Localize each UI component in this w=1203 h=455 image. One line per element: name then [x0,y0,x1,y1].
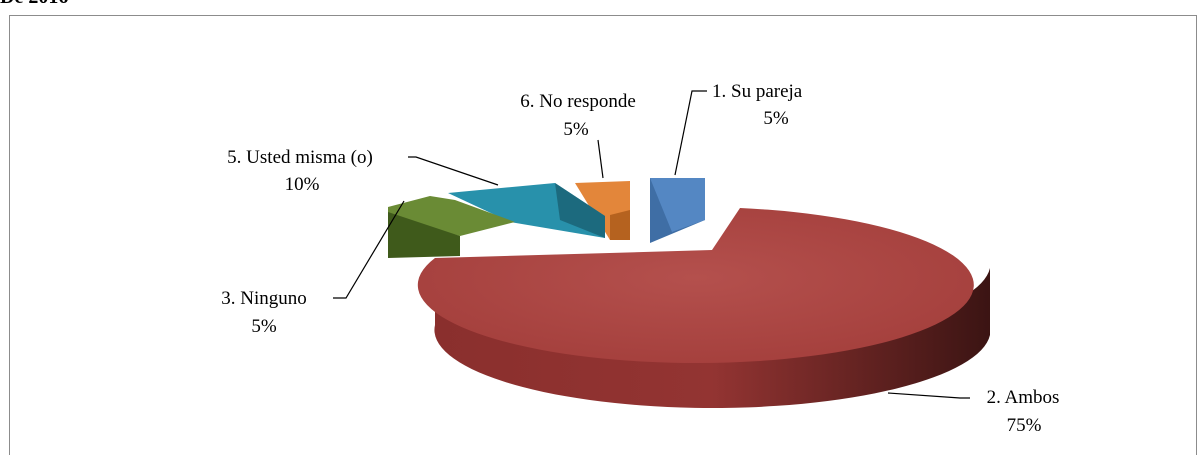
label-ninguno-name: 3. Ninguno [221,288,307,309]
slice-usted-misma [448,183,605,238]
label-ambos-name: 2. Ambos [987,387,1060,408]
label-no-responde-pct: 5% [563,119,589,140]
header-text: De 2016 [0,0,68,9]
label-ninguno-pct: 5% [251,316,277,337]
label-no-responde-name: 6. No responde [520,91,636,112]
slice-ninguno [388,196,515,258]
label-su-pareja-name: 1. Su pareja [712,81,803,102]
leader-ninguno [333,200,405,299]
leader-ambos [887,392,970,399]
slice-no-responde [575,181,630,240]
label-usted-misma-name: 5. Usted misma (o) [227,147,373,168]
label-su-pareja-pct: 5% [763,108,789,129]
leader-su-pareja [674,90,707,176]
slice-su-pareja [650,178,705,243]
leader-usted-misma [408,156,499,186]
slice-ambos [417,208,990,408]
chart-frame [9,15,1197,455]
label-usted-misma-pct: 10% [285,174,320,195]
leader-no-responde [597,139,604,179]
label-ambos-pct: 75% [1007,415,1042,436]
